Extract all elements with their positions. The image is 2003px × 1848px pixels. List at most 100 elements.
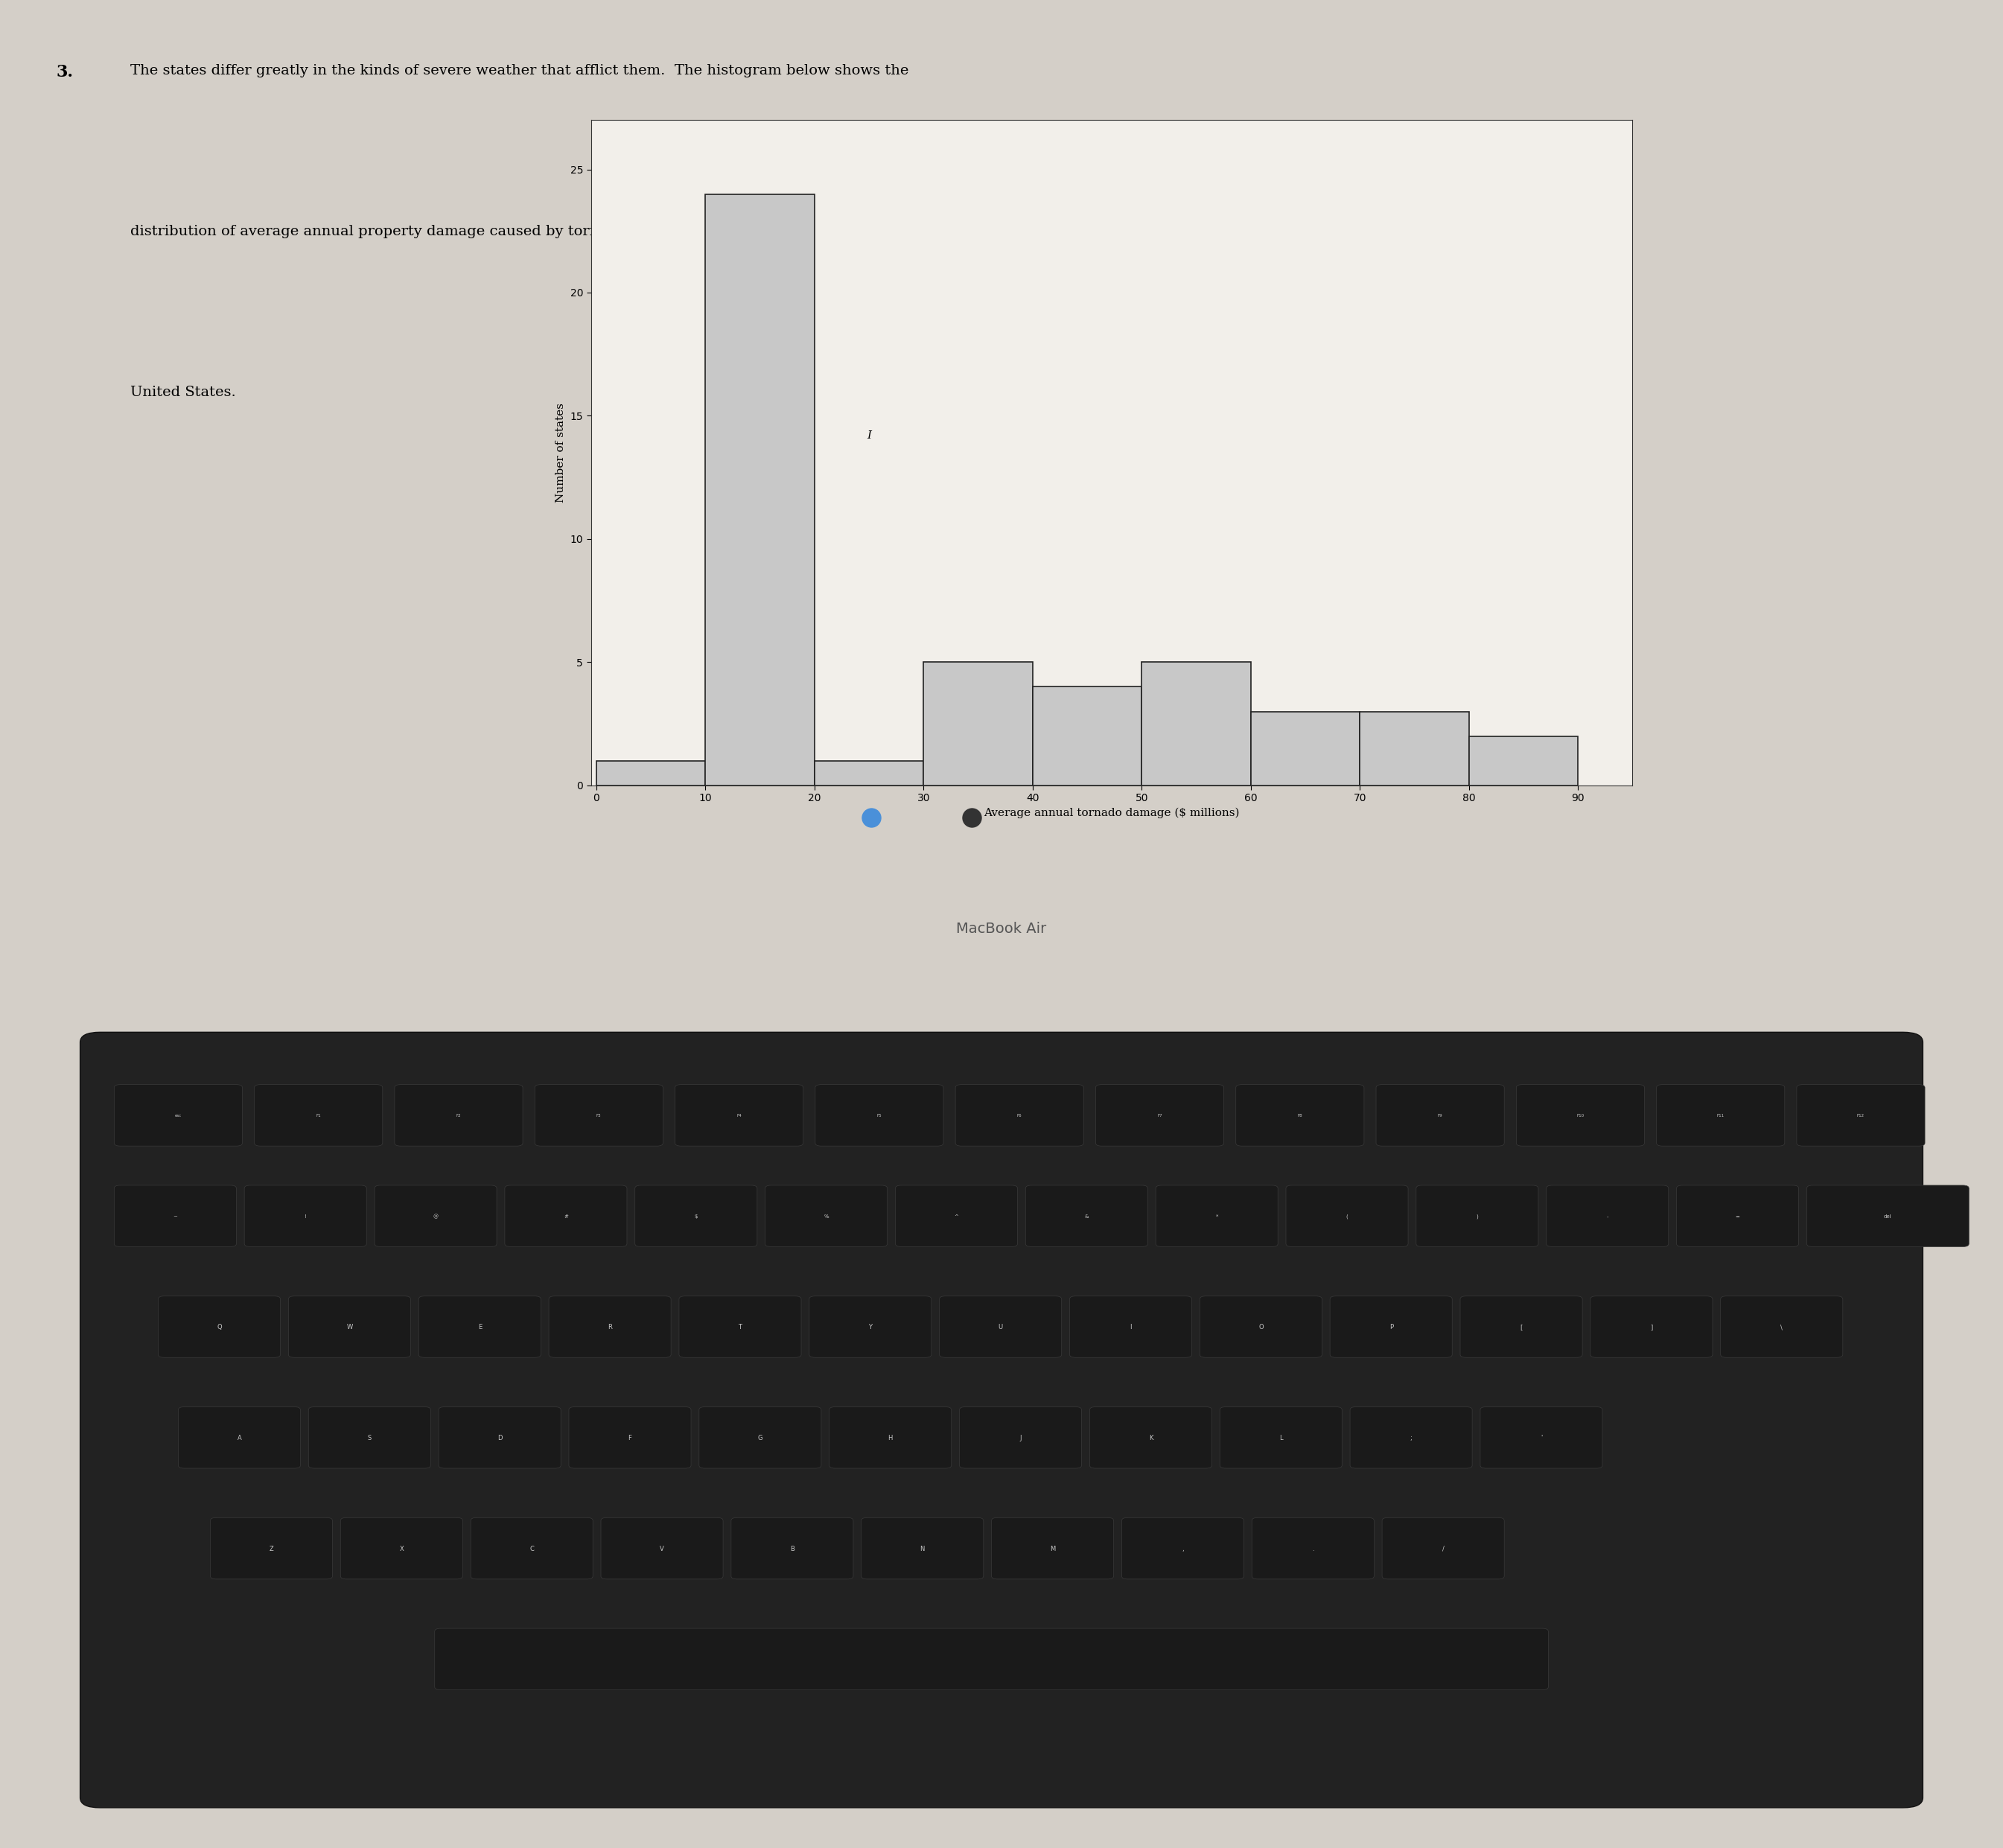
Text: C: C: [529, 1545, 535, 1552]
Text: ]: ]: [1650, 1323, 1652, 1331]
Text: distribution of average annual property damage caused by tornadoes over the peri: distribution of average annual property …: [130, 225, 893, 238]
FancyBboxPatch shape: [395, 1085, 523, 1146]
Text: esc: esc: [174, 1114, 182, 1118]
Bar: [923, 662, 1034, 785]
FancyBboxPatch shape: [601, 1517, 723, 1578]
Text: (: (: [1346, 1214, 1348, 1220]
FancyBboxPatch shape: [471, 1517, 593, 1578]
Text: =: =: [1735, 1214, 1741, 1218]
Text: *: *: [1216, 1214, 1218, 1218]
Text: The states differ greatly in the kinds of severe weather that afflict them.  The: The states differ greatly in the kinds o…: [130, 65, 909, 78]
FancyBboxPatch shape: [1807, 1185, 1969, 1247]
Text: 3.: 3.: [56, 65, 74, 81]
Text: L: L: [1280, 1434, 1282, 1441]
FancyBboxPatch shape: [1546, 1185, 1668, 1247]
FancyBboxPatch shape: [375, 1185, 497, 1247]
FancyBboxPatch shape: [1350, 1406, 1472, 1469]
Bar: [705, 194, 815, 785]
FancyBboxPatch shape: [815, 1085, 943, 1146]
Text: Y: Y: [869, 1323, 871, 1331]
Text: &: &: [1084, 1214, 1090, 1218]
Text: @: @: [433, 1214, 439, 1220]
FancyBboxPatch shape: [569, 1406, 691, 1469]
FancyBboxPatch shape: [809, 1295, 931, 1358]
Text: W: W: [347, 1323, 353, 1331]
FancyBboxPatch shape: [1122, 1517, 1244, 1578]
Text: F5: F5: [877, 1114, 881, 1118]
Text: !: !: [304, 1214, 306, 1218]
Text: F10: F10: [1576, 1114, 1584, 1118]
Text: Q: Q: [216, 1323, 222, 1331]
FancyBboxPatch shape: [158, 1295, 280, 1358]
FancyBboxPatch shape: [829, 1406, 951, 1469]
Text: Z: Z: [268, 1545, 274, 1552]
Text: B: B: [789, 1545, 795, 1552]
Y-axis label: Number of states: Number of states: [555, 403, 567, 503]
FancyBboxPatch shape: [244, 1185, 367, 1247]
Text: %: %: [823, 1214, 829, 1218]
FancyBboxPatch shape: [210, 1517, 332, 1578]
Text: $: $: [695, 1214, 697, 1218]
Text: del: del: [1885, 1214, 1891, 1218]
FancyBboxPatch shape: [1220, 1406, 1342, 1469]
FancyBboxPatch shape: [679, 1295, 801, 1358]
FancyBboxPatch shape: [1200, 1295, 1322, 1358]
Text: F: F: [629, 1434, 631, 1441]
FancyBboxPatch shape: [1516, 1085, 1644, 1146]
Text: F7: F7: [1158, 1114, 1162, 1118]
FancyBboxPatch shape: [535, 1085, 663, 1146]
Bar: [1360, 711, 1468, 785]
FancyBboxPatch shape: [731, 1517, 853, 1578]
Text: F9: F9: [1438, 1114, 1442, 1118]
Text: E: E: [479, 1323, 481, 1331]
FancyBboxPatch shape: [435, 1628, 1548, 1689]
FancyBboxPatch shape: [1480, 1406, 1602, 1469]
FancyBboxPatch shape: [308, 1406, 431, 1469]
FancyBboxPatch shape: [959, 1406, 1082, 1469]
FancyBboxPatch shape: [1096, 1085, 1224, 1146]
FancyBboxPatch shape: [1382, 1517, 1504, 1578]
FancyBboxPatch shape: [114, 1185, 236, 1247]
FancyBboxPatch shape: [1656, 1085, 1785, 1146]
FancyBboxPatch shape: [939, 1295, 1062, 1358]
Bar: [1034, 687, 1142, 785]
Text: S: S: [369, 1434, 371, 1441]
Text: H: H: [887, 1434, 893, 1441]
Text: [: [: [1520, 1323, 1522, 1331]
FancyBboxPatch shape: [1236, 1085, 1364, 1146]
FancyBboxPatch shape: [1797, 1085, 1925, 1146]
Text: O: O: [1258, 1323, 1264, 1331]
Text: F1: F1: [316, 1114, 320, 1118]
FancyBboxPatch shape: [439, 1406, 561, 1469]
FancyBboxPatch shape: [1330, 1295, 1452, 1358]
FancyBboxPatch shape: [254, 1085, 383, 1146]
Text: #: #: [563, 1214, 569, 1218]
Text: F6: F6: [1018, 1114, 1022, 1118]
Text: K: K: [1148, 1434, 1154, 1441]
Text: G: G: [757, 1434, 763, 1441]
FancyBboxPatch shape: [341, 1517, 463, 1578]
FancyBboxPatch shape: [1460, 1295, 1582, 1358]
Text: MacBook Air: MacBook Air: [955, 922, 1048, 935]
Text: N: N: [919, 1545, 925, 1552]
Text: \: \: [1781, 1323, 1783, 1331]
Text: ^: ^: [953, 1214, 959, 1218]
FancyBboxPatch shape: [955, 1085, 1084, 1146]
FancyBboxPatch shape: [861, 1517, 983, 1578]
FancyBboxPatch shape: [895, 1185, 1018, 1247]
Text: United States.: United States.: [130, 386, 236, 399]
Text: A: A: [236, 1434, 242, 1441]
Text: R: R: [607, 1323, 613, 1331]
FancyBboxPatch shape: [1252, 1517, 1374, 1578]
FancyBboxPatch shape: [1677, 1185, 1799, 1247]
FancyBboxPatch shape: [991, 1517, 1114, 1578]
Bar: [815, 761, 923, 785]
FancyBboxPatch shape: [765, 1185, 887, 1247]
FancyBboxPatch shape: [505, 1185, 627, 1247]
FancyBboxPatch shape: [1090, 1406, 1212, 1469]
FancyBboxPatch shape: [114, 1085, 242, 1146]
FancyBboxPatch shape: [1156, 1185, 1278, 1247]
FancyBboxPatch shape: [675, 1085, 803, 1146]
Text: P: P: [1390, 1323, 1392, 1331]
FancyBboxPatch shape: [699, 1406, 821, 1469]
